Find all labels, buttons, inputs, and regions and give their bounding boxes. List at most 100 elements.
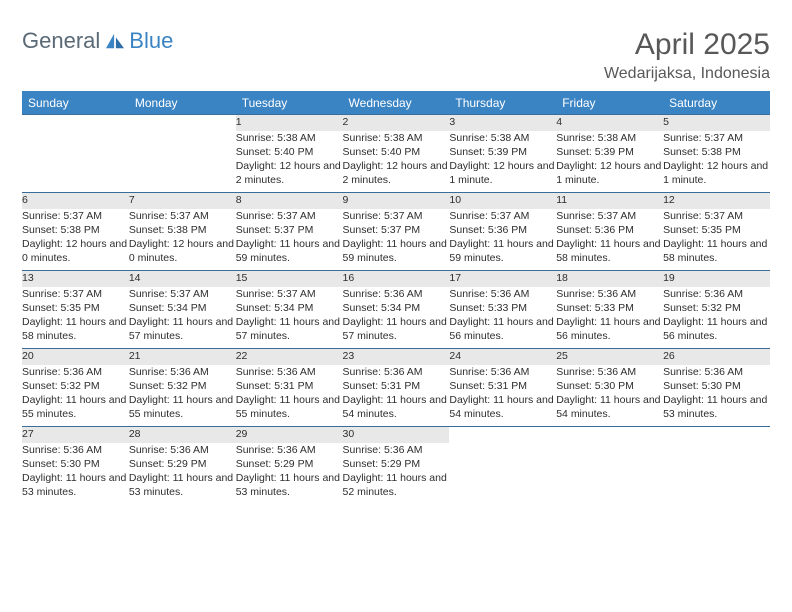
- sunset-line: Sunset: 5:32 PM: [129, 379, 236, 393]
- sunset-line: Sunset: 5:36 PM: [449, 223, 556, 237]
- daylight-line: Daylight: 11 hours and 59 minutes.: [236, 237, 343, 265]
- day-header: Monday: [129, 92, 236, 115]
- day-number-cell: [129, 115, 236, 131]
- logo-text-2: Blue: [129, 28, 173, 54]
- daylight-line: Daylight: 12 hours and 1 minute.: [556, 159, 663, 187]
- day-number-cell: [556, 427, 663, 443]
- sunset-line: Sunset: 5:33 PM: [556, 301, 663, 315]
- week-number-row: 27282930: [22, 427, 770, 443]
- sunset-line: Sunset: 5:36 PM: [556, 223, 663, 237]
- day-text-cell: Sunrise: 5:36 AMSunset: 5:30 PMDaylight:…: [663, 365, 770, 427]
- day-number-cell: 18: [556, 271, 663, 287]
- daylight-line: Daylight: 11 hours and 53 minutes.: [236, 471, 343, 499]
- day-text-cell: Sunrise: 5:36 AMSunset: 5:29 PMDaylight:…: [129, 443, 236, 505]
- sunrise-line: Sunrise: 5:36 AM: [129, 443, 236, 457]
- day-text-cell: Sunrise: 5:38 AMSunset: 5:40 PMDaylight:…: [236, 131, 343, 193]
- logo: General Blue: [22, 28, 173, 54]
- calendar-body: 12345Sunrise: 5:38 AMSunset: 5:40 PMDayl…: [22, 115, 770, 505]
- day-number-cell: 16: [343, 271, 450, 287]
- day-text-cell: Sunrise: 5:36 AMSunset: 5:30 PMDaylight:…: [22, 443, 129, 505]
- sunrise-line: Sunrise: 5:38 AM: [343, 131, 450, 145]
- day-text-cell: [556, 443, 663, 505]
- day-text-cell: [129, 131, 236, 193]
- sunrise-line: Sunrise: 5:37 AM: [236, 287, 343, 301]
- daylight-line: Daylight: 12 hours and 0 minutes.: [129, 237, 236, 265]
- day-header: Saturday: [663, 92, 770, 115]
- week-number-row: 20212223242526: [22, 349, 770, 365]
- logo-sail-icon: [104, 32, 126, 50]
- day-number-cell: 9: [343, 193, 450, 209]
- calendar-page: General Blue April 2025 Wedarijaksa, Ind…: [0, 0, 792, 515]
- week-text-row: Sunrise: 5:37 AMSunset: 5:38 PMDaylight:…: [22, 209, 770, 271]
- day-text-cell: Sunrise: 5:38 AMSunset: 5:40 PMDaylight:…: [343, 131, 450, 193]
- day-text-cell: Sunrise: 5:36 AMSunset: 5:33 PMDaylight:…: [556, 287, 663, 349]
- day-text-cell: Sunrise: 5:36 AMSunset: 5:33 PMDaylight:…: [449, 287, 556, 349]
- day-text-cell: Sunrise: 5:36 AMSunset: 5:32 PMDaylight:…: [663, 287, 770, 349]
- daylight-line: Daylight: 11 hours and 59 minutes.: [449, 237, 556, 265]
- daylight-line: Daylight: 11 hours and 54 minutes.: [343, 393, 450, 421]
- week-text-row: Sunrise: 5:36 AMSunset: 5:32 PMDaylight:…: [22, 365, 770, 427]
- day-number-cell: 15: [236, 271, 343, 287]
- sunrise-line: Sunrise: 5:37 AM: [236, 209, 343, 223]
- week-number-row: 12345: [22, 115, 770, 131]
- sunrise-line: Sunrise: 5:36 AM: [556, 365, 663, 379]
- day-text-cell: Sunrise: 5:36 AMSunset: 5:34 PMDaylight:…: [343, 287, 450, 349]
- sunset-line: Sunset: 5:35 PM: [22, 301, 129, 315]
- sunrise-line: Sunrise: 5:36 AM: [22, 443, 129, 457]
- sunset-line: Sunset: 5:34 PM: [236, 301, 343, 315]
- daylight-line: Daylight: 11 hours and 53 minutes.: [663, 393, 770, 421]
- sunset-line: Sunset: 5:38 PM: [22, 223, 129, 237]
- day-text-cell: Sunrise: 5:36 AMSunset: 5:32 PMDaylight:…: [22, 365, 129, 427]
- sunrise-line: Sunrise: 5:37 AM: [343, 209, 450, 223]
- day-number-cell: 2: [343, 115, 450, 131]
- sunset-line: Sunset: 5:29 PM: [236, 457, 343, 471]
- sunrise-line: Sunrise: 5:38 AM: [236, 131, 343, 145]
- day-header-row: Sunday Monday Tuesday Wednesday Thursday…: [22, 92, 770, 115]
- daylight-line: Daylight: 11 hours and 57 minutes.: [236, 315, 343, 343]
- day-number-cell: 19: [663, 271, 770, 287]
- daylight-line: Daylight: 12 hours and 2 minutes.: [343, 159, 450, 187]
- day-number-cell: 10: [449, 193, 556, 209]
- day-text-cell: Sunrise: 5:37 AMSunset: 5:37 PMDaylight:…: [343, 209, 450, 271]
- sunset-line: Sunset: 5:29 PM: [129, 457, 236, 471]
- week-number-row: 6789101112: [22, 193, 770, 209]
- sunrise-line: Sunrise: 5:36 AM: [449, 365, 556, 379]
- sunrise-line: Sunrise: 5:36 AM: [449, 287, 556, 301]
- sunrise-line: Sunrise: 5:36 AM: [129, 365, 236, 379]
- day-number-cell: 13: [22, 271, 129, 287]
- sunset-line: Sunset: 5:35 PM: [663, 223, 770, 237]
- day-text-cell: Sunrise: 5:38 AMSunset: 5:39 PMDaylight:…: [449, 131, 556, 193]
- daylight-line: Daylight: 11 hours and 52 minutes.: [343, 471, 450, 499]
- day-text-cell: Sunrise: 5:36 AMSunset: 5:31 PMDaylight:…: [236, 365, 343, 427]
- day-text-cell: Sunrise: 5:37 AMSunset: 5:34 PMDaylight:…: [129, 287, 236, 349]
- sunset-line: Sunset: 5:29 PM: [343, 457, 450, 471]
- day-number-cell: 25: [556, 349, 663, 365]
- sunset-line: Sunset: 5:37 PM: [343, 223, 450, 237]
- day-number-cell: 1: [236, 115, 343, 131]
- sunrise-line: Sunrise: 5:36 AM: [663, 287, 770, 301]
- day-text-cell: [449, 443, 556, 505]
- day-text-cell: Sunrise: 5:37 AMSunset: 5:38 PMDaylight:…: [22, 209, 129, 271]
- title-location: Wedarijaksa, Indonesia: [604, 65, 770, 83]
- day-text-cell: Sunrise: 5:36 AMSunset: 5:29 PMDaylight:…: [236, 443, 343, 505]
- sunrise-line: Sunrise: 5:38 AM: [449, 131, 556, 145]
- daylight-line: Daylight: 11 hours and 58 minutes.: [663, 237, 770, 265]
- calendar-table: Sunday Monday Tuesday Wednesday Thursday…: [22, 91, 770, 505]
- daylight-line: Daylight: 11 hours and 56 minutes.: [449, 315, 556, 343]
- day-text-cell: Sunrise: 5:37 AMSunset: 5:38 PMDaylight:…: [129, 209, 236, 271]
- logo-text-1: General: [22, 28, 100, 54]
- sunrise-line: Sunrise: 5:37 AM: [449, 209, 556, 223]
- sunset-line: Sunset: 5:31 PM: [343, 379, 450, 393]
- day-number-cell: 8: [236, 193, 343, 209]
- day-header: Sunday: [22, 92, 129, 115]
- sunrise-line: Sunrise: 5:36 AM: [343, 287, 450, 301]
- daylight-line: Daylight: 11 hours and 53 minutes.: [22, 471, 129, 499]
- sunrise-line: Sunrise: 5:38 AM: [556, 131, 663, 145]
- sunset-line: Sunset: 5:33 PM: [449, 301, 556, 315]
- sunset-line: Sunset: 5:31 PM: [236, 379, 343, 393]
- day-text-cell: Sunrise: 5:36 AMSunset: 5:29 PMDaylight:…: [343, 443, 450, 505]
- day-number-cell: [449, 427, 556, 443]
- daylight-line: Daylight: 12 hours and 0 minutes.: [22, 237, 129, 265]
- sunrise-line: Sunrise: 5:37 AM: [556, 209, 663, 223]
- day-text-cell: Sunrise: 5:37 AMSunset: 5:38 PMDaylight:…: [663, 131, 770, 193]
